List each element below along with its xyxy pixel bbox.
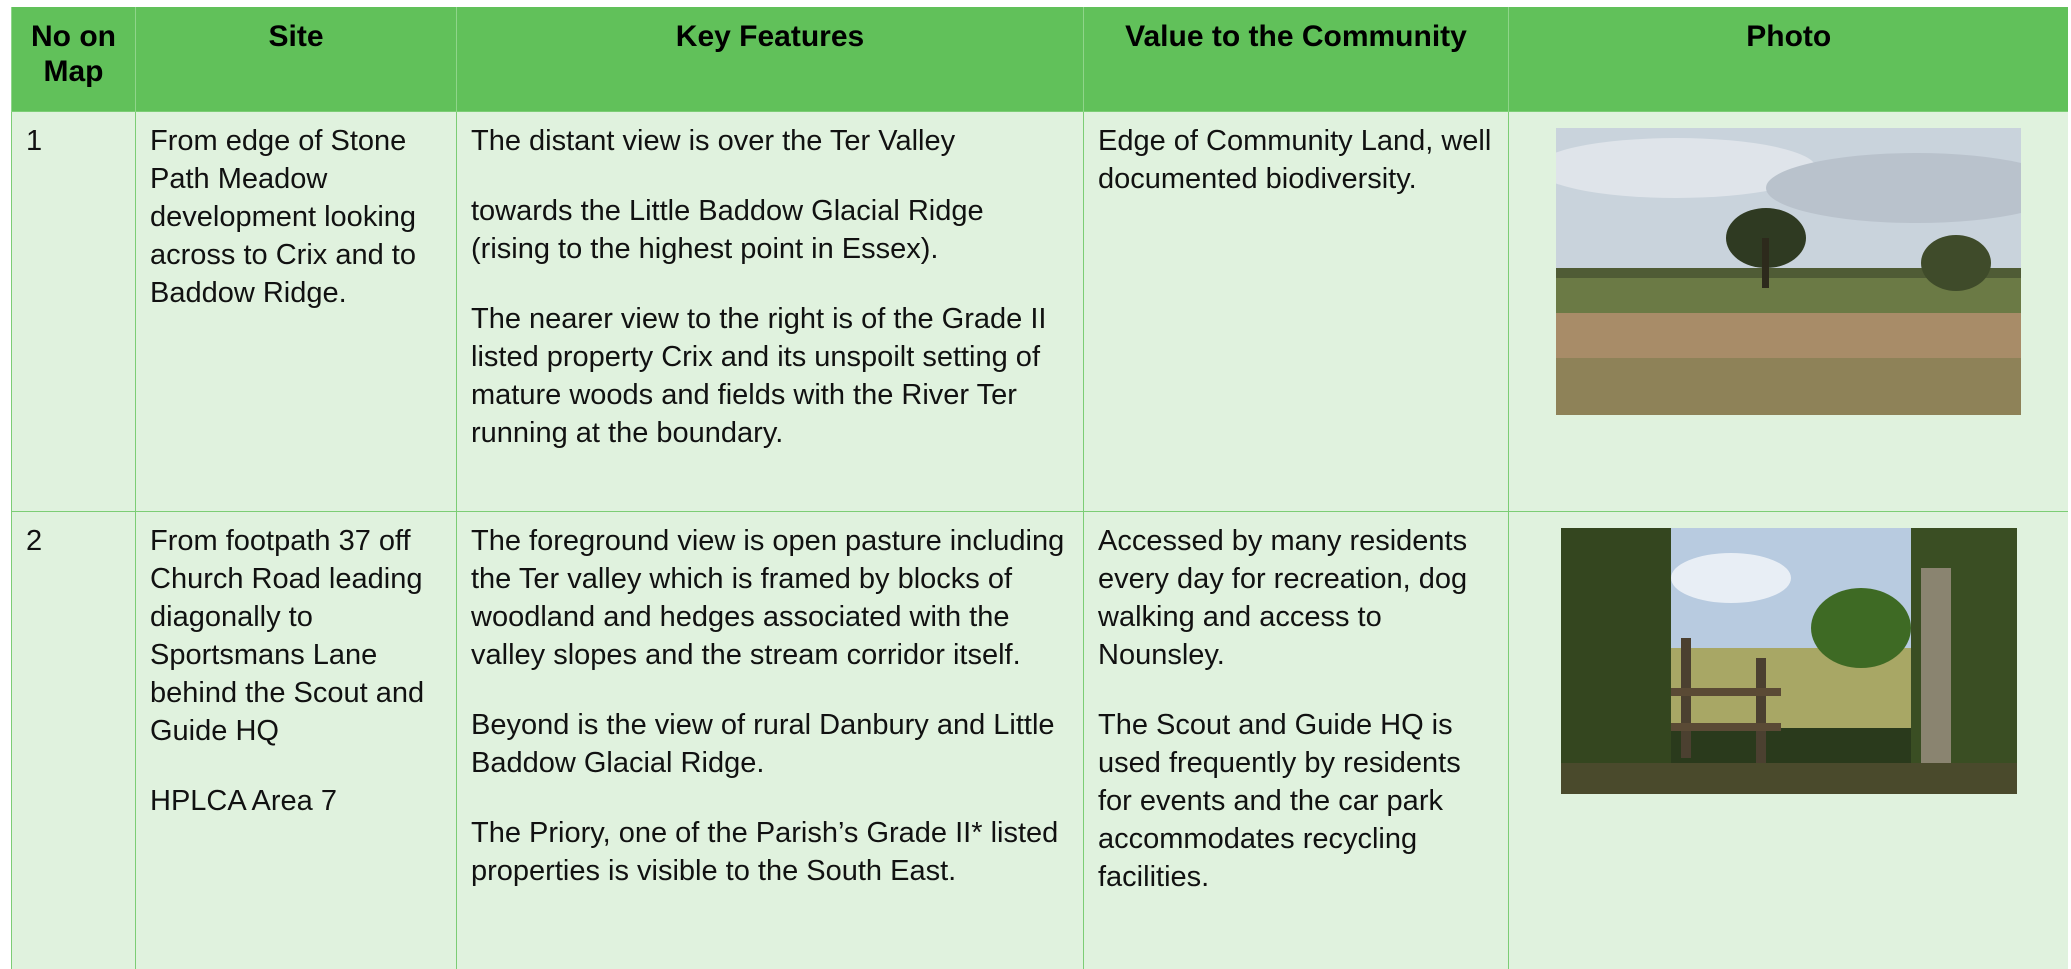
column-header: Value to the Community bbox=[1083, 7, 1509, 112]
photo-cell bbox=[1508, 111, 2068, 512]
site-cell: From edge of Stone Path Meadow developme… bbox=[135, 111, 457, 512]
features-paragraph: Beyond is the view of rural Danbury and … bbox=[471, 709, 1055, 779]
photo-footpath bbox=[1560, 528, 2017, 794]
table-container: No on Map Site Key Features Value to the Co… bbox=[11, 7, 2068, 969]
site-paragraph: HPLCA Area 7 bbox=[150, 785, 337, 817]
table-body: 1 From edge of Stone Path Meadow developm… bbox=[11, 111, 2068, 969]
features-cell: The distant view is over the Ter Valley t… bbox=[456, 111, 1084, 512]
header-row: No on Map Site Key Features Value to the Co… bbox=[11, 7, 2068, 112]
table-row: 2 From footpath 37 off Church Road leadin… bbox=[11, 511, 2068, 969]
column-header: Photo bbox=[1508, 7, 2068, 112]
column-header: Site bbox=[135, 7, 457, 112]
table-row: 1 From edge of Stone Path Meadow developm… bbox=[11, 111, 2068, 512]
features-paragraph: The Priory, one of the Parish’s Grade II… bbox=[471, 817, 1059, 887]
features-paragraph: The nearer view to the right is of the G… bbox=[471, 303, 1047, 449]
map-number: 1 bbox=[11, 111, 136, 512]
value-cell: Edge of Community Land, well documented … bbox=[1083, 111, 1509, 512]
value-paragraph: Edge of Community Land, well documented … bbox=[1098, 125, 1492, 195]
features-paragraph: The distant view is over the Ter Valley bbox=[471, 125, 956, 157]
site-cell: From footpath 37 off Church Road leading… bbox=[135, 511, 457, 969]
value-cell: Accessed by many residents every day for… bbox=[1083, 511, 1509, 969]
sites-table: No on Map Site Key Features Value to the Co… bbox=[11, 7, 2068, 969]
features-cell: The foreground view is open pasture incl… bbox=[456, 511, 1084, 969]
column-header: Key Features bbox=[456, 7, 1084, 112]
value-paragraph: Accessed by many residents every day for… bbox=[1098, 525, 1468, 671]
features-paragraph: The foreground view is open pasture incl… bbox=[471, 525, 1065, 671]
photo-meadow bbox=[1556, 128, 2021, 415]
column-header: No on Map bbox=[11, 7, 136, 112]
photo-cell bbox=[1508, 511, 2068, 969]
site-paragraph: From edge of Stone Path Meadow developme… bbox=[150, 125, 417, 309]
features-paragraph: towards the Little Baddow Glacial Ridge … bbox=[471, 195, 984, 265]
site-paragraph: From footpath 37 off Church Road leading… bbox=[150, 525, 425, 747]
map-number: 2 bbox=[11, 511, 136, 969]
value-paragraph: The Scout and Guide HQ is used frequentl… bbox=[1098, 709, 1461, 893]
